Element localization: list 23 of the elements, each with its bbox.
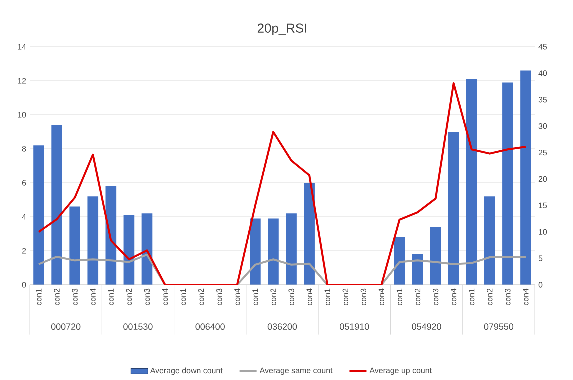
text: 006400	[196, 324, 225, 330]
text: 079550	[484, 324, 514, 330]
bar	[394, 237, 406, 285]
bar	[466, 79, 478, 285]
bar	[304, 183, 315, 285]
text: 001530	[124, 324, 153, 330]
bar	[448, 132, 460, 285]
bar	[430, 227, 442, 285]
text: 051910	[340, 324, 370, 330]
text: 054920	[412, 324, 442, 330]
bar	[34, 146, 44, 285]
bar	[88, 196, 99, 285]
bar	[250, 218, 261, 285]
bar	[52, 125, 62, 285]
bar	[484, 196, 496, 285]
bar	[268, 218, 279, 285]
bar	[70, 206, 80, 285]
bar	[520, 70, 532, 285]
chart-title: 20p_RSI	[258, 24, 306, 36]
text: 036200	[268, 324, 298, 330]
bar	[286, 214, 297, 285]
bar	[502, 82, 514, 285]
text: 000720	[51, 324, 81, 330]
